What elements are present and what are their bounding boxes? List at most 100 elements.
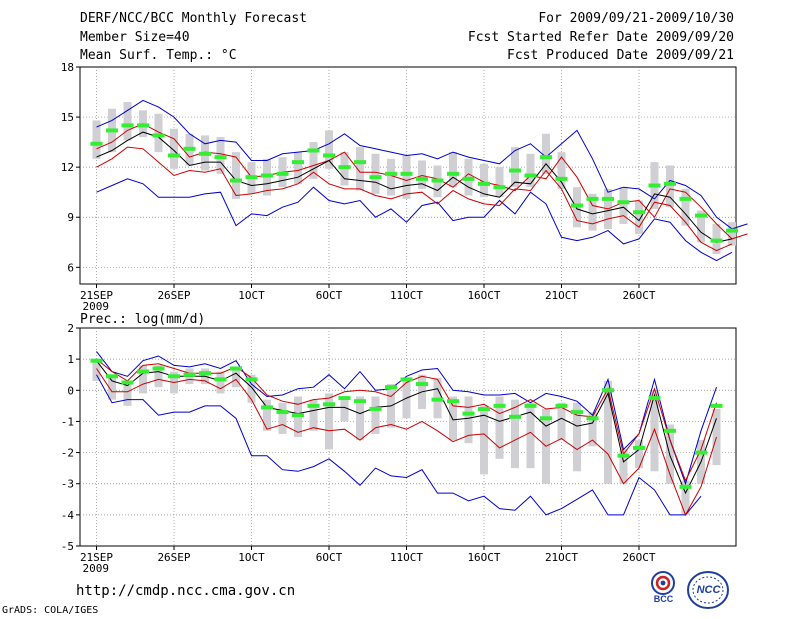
temp-forecast-marker <box>338 165 351 170</box>
temp-forecast-marker <box>323 153 335 158</box>
prec-forecast-marker <box>509 414 521 419</box>
prec-plot-frame <box>79 327 737 547</box>
prec-forecast-marker <box>555 403 568 408</box>
grads-credit: GrADS: COLA/IGES <box>2 605 99 616</box>
temp-forecast-marker <box>245 175 258 180</box>
temp-forecast-marker <box>261 173 273 178</box>
temp-lower-spread-line <box>96 146 733 252</box>
prec-forecast-marker <box>695 450 707 455</box>
prec-forecast-marker <box>416 382 428 387</box>
temp-range-bar <box>418 160 426 189</box>
temp-forecast-marker <box>214 155 227 160</box>
prec-range-bar <box>604 380 612 484</box>
prec-forecast-marker <box>261 405 273 410</box>
temp-forecast-marker <box>385 171 397 176</box>
temp-x-tick-label: 26OCT <box>622 289 655 302</box>
temp-x-tick-label: 21OCT <box>545 289 578 302</box>
temp-ensemble-max-line <box>96 99 748 230</box>
prec-forecast-marker <box>447 399 459 404</box>
prec-range-bar <box>108 374 116 400</box>
temp-range-bar <box>635 200 643 234</box>
prec-x-tick-label: 6OCT <box>316 551 343 564</box>
prec-range-bar <box>232 368 240 388</box>
temp-y-tick-label: 15 <box>61 111 74 124</box>
prec-forecast-marker <box>90 358 103 363</box>
temp-forecast-marker <box>524 173 537 178</box>
prec-y-tick-label: -5 <box>61 540 74 553</box>
temp-range-bar <box>325 130 333 169</box>
prec-range-bar <box>557 402 566 441</box>
ncc-logo-text: NCC <box>696 584 721 596</box>
prec-ensemble-min-line <box>96 374 702 516</box>
temp-range-bar <box>449 152 457 188</box>
temp-forecast-marker <box>478 181 490 186</box>
temp-x-tick-label: 16OCT <box>467 289 500 302</box>
temp-forecast-marker <box>540 155 552 160</box>
prec-range-bar <box>635 440 643 469</box>
temp-forecast-marker <box>602 196 614 201</box>
forecast-started-date: Fcst Started Refer Date 2009/09/20 <box>467 30 734 45</box>
prec-forecast-marker <box>214 377 227 382</box>
temp-forecast-marker <box>695 213 707 218</box>
prec-forecast-marker <box>602 388 614 393</box>
prec-range-bar <box>464 396 473 444</box>
temp-ensemble-min-line <box>96 178 733 262</box>
temp-forecast-marker <box>431 178 444 183</box>
temp-range-bar <box>154 113 163 153</box>
prec-forecast-marker <box>540 416 552 421</box>
prec-range-bar <box>263 399 271 431</box>
prec-x-tick-label: 21OCT <box>545 551 578 564</box>
prec-range-bar <box>449 396 457 441</box>
top-panel-variable: Mean Surf. Temp.: °C <box>80 48 237 63</box>
prec-x-tick-label: 16OCT <box>467 551 500 564</box>
temp-range-bar <box>387 158 395 196</box>
prec-forecast-marker <box>679 484 692 489</box>
prec-x-tick-label: 26SEP <box>157 551 190 564</box>
prec-range-bar <box>325 393 333 450</box>
temp-forecast-marker <box>571 203 583 208</box>
source-url[interactable]: http://cmdp.ncc.cma.gov.cn <box>76 583 296 599</box>
prec-ensemble-mean-line <box>96 360 717 495</box>
prec-forecast-marker <box>245 377 258 382</box>
prec-range-bar <box>619 449 628 484</box>
prec-range-bar <box>216 371 225 394</box>
chart-title: DERF/NCC/BCC Monthly Forecast <box>80 11 307 26</box>
prec-range-bar <box>526 402 535 469</box>
temp-y-tick-label: 6 <box>67 261 74 274</box>
prec-y-tick-label: 0 <box>67 384 74 397</box>
temp-forecast-marker <box>493 185 506 190</box>
temp-year-label: 2009 <box>83 300 110 313</box>
temp-forecast-marker <box>292 160 304 165</box>
temp-x-tick-label: 1OCT <box>238 289 265 302</box>
prec-forecast-marker <box>354 399 366 404</box>
forecast-period: For 2009/09/21-2009/10/30 <box>538 11 734 26</box>
prec-forecast-marker <box>431 397 444 402</box>
prec-range-bar <box>139 365 147 394</box>
temp-forecast-marker <box>230 178 242 183</box>
prec-forecast-marker <box>385 385 397 390</box>
prec-forecast-marker <box>710 403 723 408</box>
temp-x-tick-label: 21SEP <box>80 289 113 302</box>
prec-y-tick-label: -3 <box>61 478 74 491</box>
temp-forecast-marker <box>648 183 661 188</box>
prec-range-bar <box>650 390 659 472</box>
temp-forecast-marker <box>679 196 692 201</box>
temp-range-bar <box>170 128 178 169</box>
temp-panel: 6 9 12 15 18 21SEP 26SEP 1OCT 6OCT 11OCT 16OCT 21OC… <box>61 61 748 313</box>
forecast-produced-date: Fcst Produced Date 2009/09/21 <box>507 48 734 63</box>
temp-range-bar <box>92 120 101 159</box>
temp-x-tick-label: 26SEP <box>157 289 190 302</box>
prec-forecast-marker <box>400 377 413 382</box>
temp-range-bar <box>542 133 550 174</box>
prec-forecast-marker <box>338 396 351 401</box>
temp-range-bar <box>294 152 302 184</box>
temp-forecast-marker <box>509 168 521 173</box>
prec-range-bar <box>278 402 287 434</box>
prec-forecast-marker <box>571 410 583 415</box>
prec-range-bar <box>92 359 101 381</box>
prec-range-bar <box>588 412 597 447</box>
temp-y-tick-label: 9 <box>67 211 74 224</box>
prec-x-tick-label: 1OCT <box>238 551 265 564</box>
temp-forecast-marker <box>617 200 630 205</box>
